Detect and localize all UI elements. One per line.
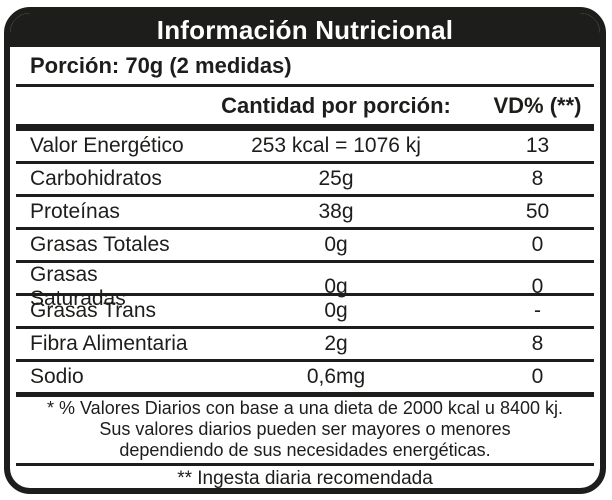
nutrient-vd: 8 bbox=[531, 332, 544, 355]
divider bbox=[16, 84, 594, 87]
amount-column-header: Cantidad por porción: bbox=[221, 92, 451, 118]
nutrient-amount: 25g bbox=[318, 167, 354, 190]
nutrient-row-proteinas: Proteínas 38g 50 bbox=[16, 194, 594, 227]
nutrient-name: Grasas Totales bbox=[30, 233, 170, 256]
divider-heavy bbox=[16, 124, 594, 131]
nutrient-row-grasas-totales: Grasas Totales 0g 0 bbox=[16, 227, 594, 260]
daily-values-footnote: * % Valores Diarios con base a una dieta… bbox=[16, 397, 594, 463]
footnote-line: * % Valores Diarios con base a una dieta… bbox=[47, 398, 563, 418]
nutrient-row-grasas-saturadas: Grasas Saturadas 0g 0 bbox=[16, 260, 594, 310]
column-header-row: Cantidad por porción: VD% (**) bbox=[16, 87, 594, 124]
nutrition-label: Información Nutricional Porción: 70g (2 … bbox=[4, 7, 606, 494]
nutrient-amount: 0g bbox=[324, 275, 348, 298]
nutrient-amount: 253 kcal = 1076 kj bbox=[251, 134, 421, 157]
nutrient-vd: - bbox=[534, 299, 541, 322]
nutrient-vd: 13 bbox=[525, 134, 550, 157]
nutrient-vd: 8 bbox=[531, 167, 544, 190]
nutrient-name: Valor Energético bbox=[30, 134, 184, 157]
intake-footnote: ** Ingesta diaria recomendada bbox=[177, 468, 433, 489]
nutrient-name: Sodio bbox=[30, 365, 84, 388]
nutrient-name: Proteínas bbox=[30, 200, 120, 223]
portion-row: Porción: 70g (2 medidas) bbox=[16, 47, 594, 84]
nutrient-name: Carbohidratos bbox=[30, 167, 162, 190]
label-title: Información Nutricional bbox=[156, 14, 454, 45]
nutrient-row-valor-energetico: Valor Energético 253 kcal = 1076 kj 13 bbox=[16, 131, 594, 161]
nutrient-amount: 0,6mg bbox=[306, 365, 366, 388]
divider bbox=[16, 463, 594, 466]
nutrient-name: Grasas Saturadas bbox=[30, 263, 126, 310]
nutrient-amount: 2g bbox=[324, 332, 348, 355]
footnote-line: Sus valores diarios pueden ser mayores o… bbox=[99, 419, 511, 439]
nutrient-row-fibra-alimentaria: Fibra Alimentaria 2g 8 bbox=[16, 326, 594, 359]
nutrient-vd: 50 bbox=[525, 200, 550, 223]
divider-medium bbox=[16, 392, 594, 397]
nutrient-vd: 0 bbox=[531, 233, 544, 256]
nutrient-amount: 0g bbox=[324, 299, 348, 322]
portion-text: Porción: 70g (2 medidas) bbox=[30, 52, 292, 78]
label-header: Información Nutricional bbox=[10, 13, 600, 47]
nutrient-vd: 0 bbox=[531, 365, 544, 388]
nutrient-row-carbohidratos: Carbohidratos 25g 8 bbox=[16, 161, 594, 194]
nutrient-amount: 38g bbox=[318, 200, 354, 223]
label-body: Porción: 70g (2 medidas) Cantidad por po… bbox=[10, 47, 600, 489]
nutrient-row-grasas-trans: Grasas Trans 0g - bbox=[16, 293, 594, 326]
nutrient-name: Grasas Trans bbox=[30, 299, 157, 322]
vd-column-header: VD% (**) bbox=[493, 92, 582, 118]
nutrient-amount: 0g bbox=[324, 233, 348, 256]
nutrient-row-sodio: Sodio 0,6mg 0 bbox=[16, 359, 594, 392]
nutrient-name: Fibra Alimentaria bbox=[30, 332, 188, 355]
nutrient-vd: 0 bbox=[531, 275, 544, 298]
footnote-line: dependiendo de sus necesidades energétic… bbox=[119, 440, 491, 460]
